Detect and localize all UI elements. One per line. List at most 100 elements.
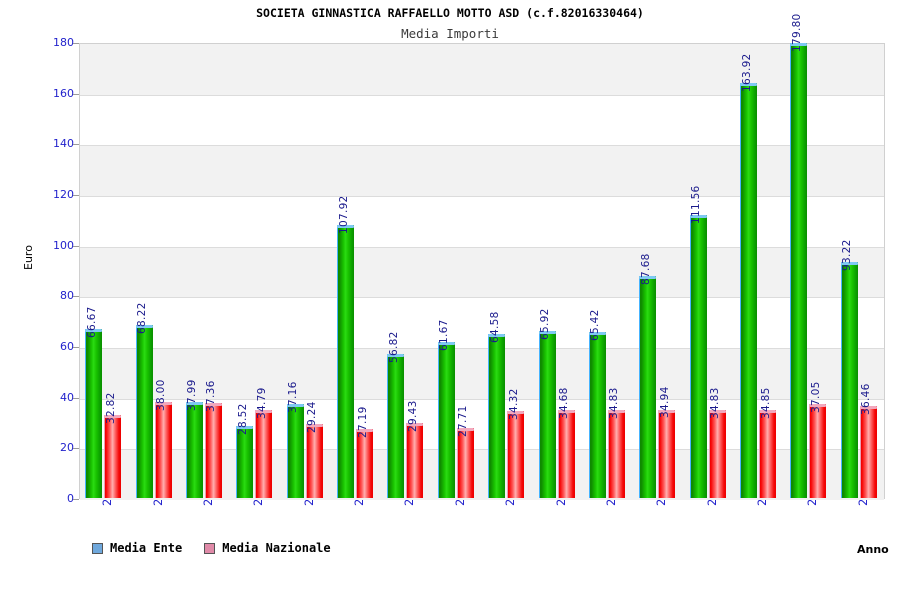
bar-value-label: 28.52: [236, 403, 249, 435]
legend-label: Media Nazionale: [222, 541, 331, 555]
bar-media-nazionale[interactable]: [255, 409, 273, 498]
bar-media-nazionale[interactable]: [305, 423, 323, 498]
bar-media-nazionale[interactable]: [507, 411, 525, 498]
chart-legend: Media Ente Media Nazionale: [92, 541, 331, 555]
x-axis-title: Anno: [857, 543, 889, 556]
bar-media-ente[interactable]: [185, 401, 203, 498]
y-axis-tick-mark: [73, 144, 79, 146]
bar-value-label: 111.56: [690, 185, 703, 225]
bar-value-label: 34.94: [658, 386, 671, 419]
bar-media-ente[interactable]: [437, 341, 455, 498]
bar-media-ente[interactable]: [639, 275, 657, 498]
legend-item[interactable]: Media Nazionale: [204, 541, 331, 555]
y-axis-tick-label: 160: [53, 86, 74, 100]
chart-subtitle: Media Importi: [401, 26, 499, 41]
bar-value-label: 66.67: [85, 306, 98, 339]
bar-media-ente[interactable]: [236, 425, 254, 498]
bar-media-ente[interactable]: [85, 329, 103, 498]
y-axis-tick-mark: [73, 397, 79, 399]
bar-value-label: 34.79: [255, 387, 268, 419]
bar-value-label: 87.68: [639, 253, 652, 285]
y-axis-tick-label: 100: [53, 238, 74, 252]
bar-media-nazionale[interactable]: [759, 409, 777, 498]
bar-media-nazionale[interactable]: [809, 404, 827, 498]
y-axis-tick-mark: [73, 296, 79, 298]
bar-media-ente[interactable]: [840, 261, 858, 498]
bar-media-nazionale[interactable]: [154, 401, 172, 498]
bar-value-label: 34.68: [558, 387, 571, 420]
bar-value-label: 29.43: [406, 400, 419, 433]
bar-value-label: 37.99: [186, 379, 199, 411]
bar-value-label: 37.16: [287, 381, 300, 413]
background-band: [80, 145, 884, 196]
bar-value-label: 38.00: [155, 379, 168, 411]
y-axis-tick-label: 180: [53, 36, 74, 49]
bar-media-nazionale[interactable]: [104, 414, 122, 498]
bar-media-ente[interactable]: [689, 215, 707, 498]
bar-media-nazionale[interactable]: [204, 403, 222, 498]
bar-value-label: 179.80: [790, 12, 803, 52]
y-axis-tick-label: 0: [67, 492, 74, 505]
bar-media-nazionale[interactable]: [456, 427, 474, 498]
bar-value-label: 65.92: [539, 308, 552, 340]
gridline: [80, 348, 884, 349]
bar-media-nazionale[interactable]: [859, 405, 877, 498]
legend-label: Media Ente: [110, 541, 183, 555]
gridline: [80, 297, 884, 299]
bar-media-nazionale[interactable]: [356, 429, 374, 498]
bar-media-ente[interactable]: [135, 325, 153, 498]
y-axis-tick-mark: [73, 347, 79, 348]
y-axis-tick-label: 80: [60, 289, 74, 303]
bar-value-label: 27.19: [356, 406, 369, 439]
gridline: [80, 94, 884, 96]
bar-media-ente[interactable]: [337, 224, 355, 498]
bar-media-nazionale[interactable]: [607, 409, 625, 498]
y-axis-tick-mark: [73, 448, 79, 450]
bar-value-label: 34.83: [608, 387, 621, 419]
bar-value-label: 65.42: [589, 309, 602, 342]
y-axis-tick-mark: [73, 195, 79, 196]
bar-media-ente[interactable]: [538, 331, 556, 498]
bar-value-label: 56.82: [387, 331, 400, 364]
plot-area: [79, 42, 885, 500]
legend-item[interactable]: Media Ente: [92, 541, 182, 555]
bar-value-label: 34.32: [507, 388, 520, 421]
y-axis-tick-mark: [73, 93, 79, 95]
bar-value-label: 29.24: [306, 401, 319, 433]
bar-media-ente[interactable]: [740, 82, 758, 498]
background-band: [80, 44, 884, 95]
bar-value-label: 37.05: [809, 381, 822, 414]
bar-media-nazionale[interactable]: [557, 410, 575, 498]
bar-media-nazionale[interactable]: [406, 423, 424, 498]
bar-media-nazionale[interactable]: [708, 409, 726, 498]
bar-value-label: 61.67: [438, 319, 451, 351]
bar-media-ente[interactable]: [588, 332, 606, 498]
gridline: [80, 145, 884, 147]
y-axis-tick-mark: [73, 499, 79, 500]
bar-value-label: 68.22: [136, 302, 149, 335]
bar-media-ente[interactable]: [488, 334, 506, 498]
y-axis-tick-label: 140: [53, 137, 74, 151]
bar-media-ente[interactable]: [790, 42, 808, 498]
y-axis-tick-mark: [73, 245, 79, 247]
bar-value-label: 93.22: [841, 239, 854, 271]
chart-title: SOCIETA GINNASTICA RAFFAELLO MOTTO ASD (…: [256, 6, 644, 20]
bar-media-nazionale[interactable]: [658, 409, 676, 498]
bar-value-label: 34.85: [759, 387, 772, 419]
gridline: [80, 196, 884, 197]
y-axis-tick-label: 60: [60, 340, 74, 353]
background-band: [80, 246, 884, 298]
y-axis-tick-label: 120: [53, 188, 74, 201]
bar-value-label: 64.58: [488, 311, 501, 344]
bar-value-label: 32.82: [104, 392, 117, 424]
bar-media-ente[interactable]: [387, 354, 405, 498]
bar-value-label: 27.71: [457, 405, 470, 437]
bar-value-label: 107.92: [337, 195, 350, 234]
bar-value-label: 34.83: [709, 387, 722, 419]
gridline: [80, 398, 884, 400]
y-axis-tick-label: 20: [60, 441, 74, 455]
bar-media-ente[interactable]: [286, 403, 304, 498]
legend-swatch-icon: [92, 542, 103, 554]
gridline: [80, 246, 884, 248]
